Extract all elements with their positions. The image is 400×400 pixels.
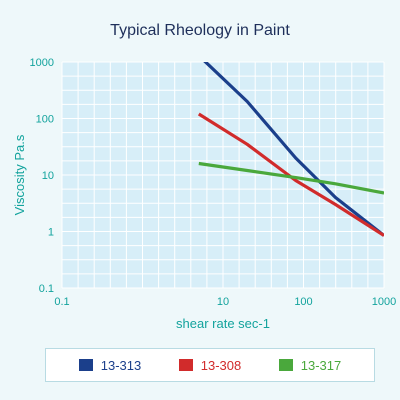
y-tick-label: 10 — [42, 170, 54, 182]
x-tick-label: 10 — [217, 296, 229, 308]
y-tick-label: 1000 — [30, 57, 54, 69]
y-tick-label: 1 — [48, 227, 54, 239]
y-tick-label: 100 — [36, 114, 54, 126]
y-tick-label: 0.1 — [39, 283, 54, 295]
legend-label-13-308: 13-308 — [200, 357, 242, 373]
legend-label-13-317: 13-317 — [300, 357, 342, 373]
series-line-13-317 — [198, 161, 384, 195]
axis-ticks: 0.1 10 100 1000 1000 100 10 1 0.1 — [30, 57, 397, 308]
series-line-13-308 — [197, 112, 384, 237]
legend-label-13-313: 13-313 — [100, 357, 142, 373]
grid-lines — [61, 61, 385, 289]
legend-item-13-313: 13-313 — [78, 357, 142, 373]
legend-swatch-13-317 — [278, 359, 293, 371]
legend-swatch-13-308 — [178, 359, 193, 371]
legend-item-13-308: 13-308 — [178, 357, 242, 373]
y-axis-label: Viscosity Pa.s — [12, 134, 27, 215]
x-tick-label: 0.1 — [54, 296, 69, 308]
legend-item-13-317: 13-317 — [278, 357, 342, 373]
series-line-13-313 — [203, 62, 384, 237]
chart-title: Typical Rheology in Paint — [110, 22, 290, 39]
x-axis-label: shear rate sec-1 — [176, 316, 270, 331]
x-tick-label: 1000 — [372, 296, 396, 308]
x-tick-label: 100 — [294, 296, 312, 308]
series-lines — [197, 62, 384, 237]
legend-swatch-13-313 — [78, 359, 93, 371]
chart-legend: 13-313 13-308 13-317 — [45, 348, 375, 382]
